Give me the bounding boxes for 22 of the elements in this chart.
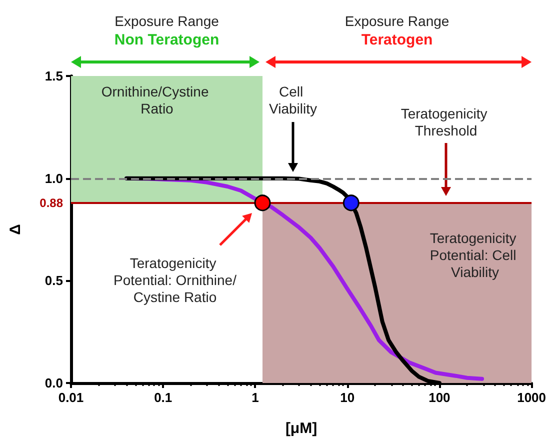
y-tick-label: 1.0 [44, 170, 63, 186]
text: Exposure Range [344, 13, 450, 29]
annotation: Teratogenicity Potential: Ornithine/Cystine Ratio [114, 255, 237, 305]
y-tick-label: 1.5 [44, 68, 63, 84]
y-tick-label: 0.5 [44, 273, 63, 288]
y-axis-title: Δ [7, 224, 24, 235]
annotation: Teratogenicity Threshold [400, 106, 492, 138]
x-tick-label: 100 [428, 390, 450, 405]
text: Teratogen [361, 32, 433, 48]
y-tick-label: 0.0 [44, 376, 63, 390]
x-axis-title: [μM] [285, 420, 318, 437]
x-tick-label: 1 [252, 390, 259, 405]
annotation: Teratogenicity Potential: Cell Viability [430, 230, 520, 280]
annotation: Ornithine/Cystine Ratio [101, 84, 213, 116]
text: Exposure Range [114, 13, 220, 29]
annotation: Cell Viability [269, 84, 317, 116]
x-tick-label: 10 [340, 390, 355, 405]
ref-line-label: 0.88 [40, 196, 64, 210]
x-tick-label: 1000 [517, 390, 546, 405]
x-tick-label: 0.1 [154, 390, 172, 405]
text: Non Teratogen [114, 32, 220, 48]
x-tick-label: 0.01 [58, 390, 84, 405]
